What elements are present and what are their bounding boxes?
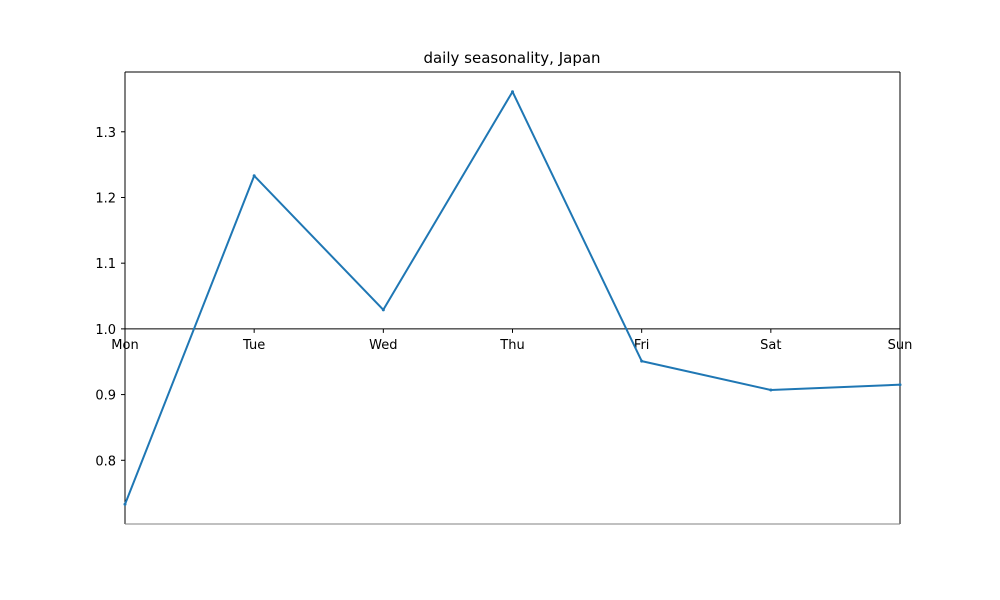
y-tick-label: 1.3 [95,126,116,141]
series-group [123,90,902,506]
x-tick-label: Fri [634,338,650,353]
x-tick-label: Mon [111,338,138,353]
x-axis-ticks: Mon Tue Wed Thu Fri Sat Sun [111,328,913,353]
chart-title: daily seasonality, Japan [423,49,600,67]
y-tick-label: 1.1 [95,257,116,272]
x-tick-label: Sun [888,338,913,353]
y-tick-label: 1.2 [95,191,116,206]
x-tick-label: Thu [499,338,524,353]
y-tick-label: 1.0 [95,323,116,338]
x-tick-label: Sat [760,338,781,353]
data-point [769,388,773,392]
data-point [123,502,127,506]
x-tick-label: Wed [369,338,397,353]
plot-area: 0.8 0.9 1.0 1.1 1.2 1.3 Mon Tue Wed Thu Fri Sat Sun [95,71,913,525]
y-tick-label: 0.9 [95,389,116,404]
data-point [511,90,514,94]
data-point [640,359,644,363]
data-point [898,383,902,387]
data-point [252,174,256,178]
y-axis-ticks: 0.8 0.9 1.0 1.1 1.2 1.3 [95,126,125,469]
data-point [381,308,385,312]
y-tick-label: 0.8 [95,454,116,469]
x-tick-label: Tue [242,338,265,353]
